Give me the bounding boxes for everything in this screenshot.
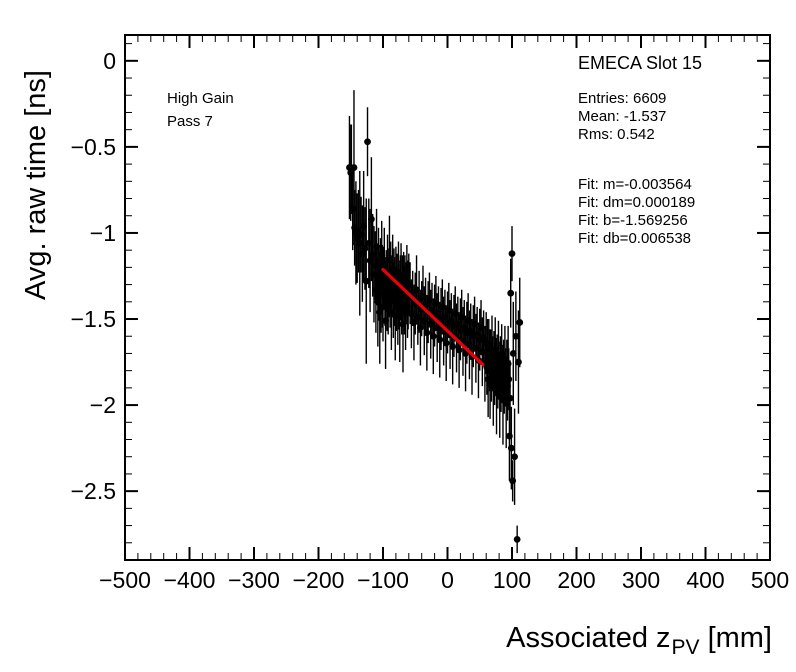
data-point: [507, 444, 515, 452]
x-tick-label: 500: [751, 567, 789, 593]
region-title: EMECA Slot 15: [578, 53, 703, 73]
pass-label: Pass 7: [167, 113, 213, 130]
x-tick-label: −300: [228, 567, 280, 593]
data-point: [506, 394, 514, 402]
fit-slope: Fit: m=-0.003564: [578, 176, 692, 193]
y-axis-title: Avg. raw time [ns]: [20, 70, 52, 300]
stat-entries: Entries: 6609: [578, 90, 667, 107]
plot-frame: [124, 34, 771, 561]
fit-line: [381, 267, 485, 367]
axis-tick-labels: −500 −400 −300 −200 −100 0 100 200 300 400 500 0 −0.…: [71, 48, 790, 593]
data-point: [508, 250, 516, 258]
gain-label: High Gain: [167, 90, 234, 107]
data-point: [507, 289, 515, 297]
x-tick-label: 300: [622, 567, 660, 593]
data-points: [346, 90, 524, 554]
x-axis-title: Associated zPV [mm]: [506, 622, 772, 659]
axis-ticks: [124, 35, 771, 560]
data-point: [350, 164, 358, 171]
stat-mean: Mean: -1.537: [578, 108, 667, 125]
x-tick-label: 100: [493, 567, 531, 593]
x-tick-label: 200: [557, 567, 595, 593]
y-tick-label: −2: [90, 392, 116, 418]
x-tick-label: −500: [99, 567, 151, 593]
x-tick-label: 0: [441, 567, 454, 593]
y-tick-label: 0: [103, 48, 116, 74]
data-point: [364, 138, 371, 146]
x-axis-title-subscript: PV: [672, 636, 700, 659]
fit-intercept: Fit: b=-1.569256: [578, 212, 688, 229]
fit-intercept-error: Fit: db=0.006538: [578, 230, 692, 247]
x-tick-label: −400: [164, 567, 216, 593]
stat-rms: Rms: 0.542: [578, 126, 655, 143]
data-point: [516, 319, 524, 326]
y-tick-label: −2.5: [71, 478, 116, 504]
x-axis-title-suffix: [mm]: [708, 622, 772, 654]
y-tick-label: −1.5: [71, 306, 116, 332]
y-tick-label: −0.5: [71, 134, 116, 160]
x-tick-label: −100: [357, 567, 409, 593]
fit-slope-error: Fit: dm=0.000189: [578, 194, 696, 211]
x-tick-label: 400: [686, 567, 724, 593]
x-tick-label: −200: [293, 567, 345, 593]
data-point: [511, 453, 518, 461]
y-tick-label: −1: [90, 220, 116, 246]
x-axis-title-prefix: Associated z: [506, 622, 670, 654]
data-point: [513, 535, 521, 543]
